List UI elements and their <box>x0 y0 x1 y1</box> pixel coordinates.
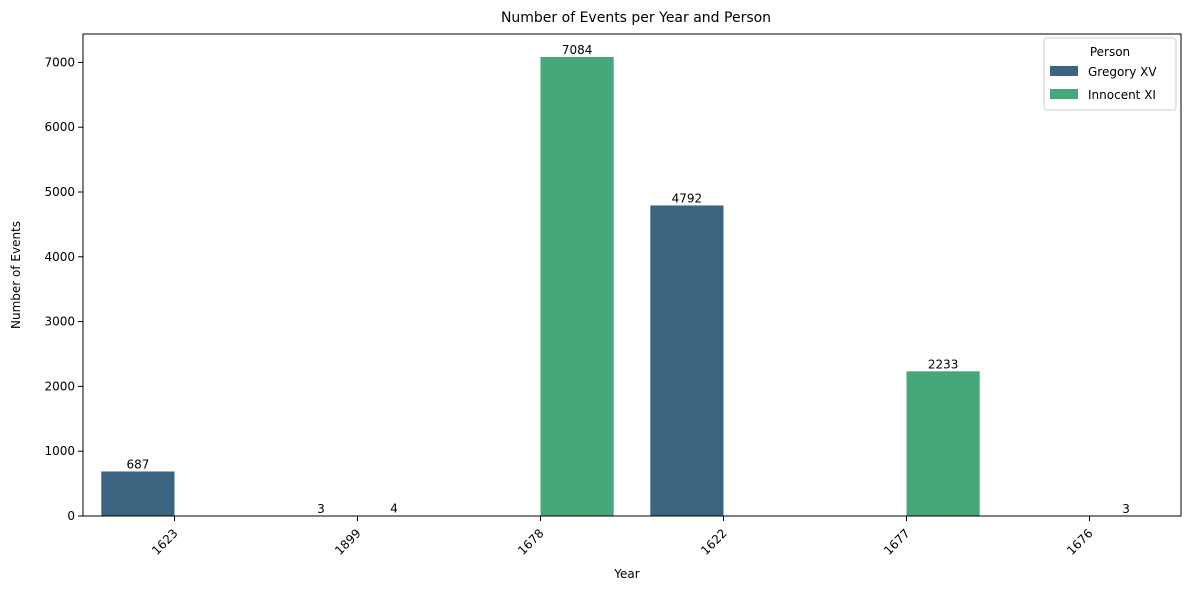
bar-value-label: 3 <box>317 502 325 516</box>
y-tick-label: 6000 <box>44 120 75 134</box>
x-tick-label: 1622 <box>698 526 729 557</box>
legend[interactable]: Person Gregory XV Innocent XI <box>1043 37 1177 111</box>
y-tick-label: 5000 <box>44 185 75 199</box>
bars <box>101 56 1163 517</box>
bar-value-label: 7084 <box>562 43 593 57</box>
y-tick-label: 4000 <box>44 250 75 264</box>
x-axis: 1623 1899 1678 1622 1677 1676 <box>149 516 1096 558</box>
bar-gregory-xv-1623 <box>101 471 175 516</box>
y-axis-label: Number of Events <box>9 221 23 329</box>
bar-value-label: 3 <box>1122 502 1130 516</box>
x-tick-label: 1899 <box>332 526 363 557</box>
bar-value-label: 4 <box>390 502 398 516</box>
bar-gregory-xv-1622 <box>650 205 724 517</box>
legend-swatch-gregory-xv <box>1050 66 1078 76</box>
bar-innocent-xi-1678 <box>540 56 614 517</box>
y-axis: 0 1000 2000 3000 4000 5000 6000 7000 <box>44 55 83 523</box>
x-tick-label: 1676 <box>1064 526 1095 557</box>
bar-innocent-xi-1677 <box>906 371 980 516</box>
legend-title: Person <box>1090 45 1130 59</box>
y-tick-label: 2000 <box>44 379 75 393</box>
y-tick-label: 0 <box>67 509 75 523</box>
y-tick-label: 7000 <box>44 55 75 69</box>
chart-title: Number of Events per Year and Person <box>501 10 771 26</box>
plot-frame <box>82 33 1182 517</box>
x-tick-label: 1623 <box>149 526 180 557</box>
legend-swatch-innocent-xi <box>1050 89 1078 99</box>
y-tick-label: 3000 <box>44 315 75 329</box>
x-tick-label: 1677 <box>881 526 912 557</box>
y-tick-label: 1000 <box>44 444 75 458</box>
bar-value-labels: 687 3 4792 4 7084 2233 3 <box>126 43 1129 516</box>
x-tick-label: 1678 <box>515 526 546 557</box>
legend-label-gregory-xv: Gregory XV <box>1088 65 1157 79</box>
bar-value-label: 687 <box>126 457 149 471</box>
legend-label-innocent-xi: Innocent XI <box>1088 88 1156 102</box>
bar-value-label: 4792 <box>672 191 703 205</box>
bar-value-label: 2233 <box>928 357 959 371</box>
x-axis-label: Year <box>613 567 639 581</box>
